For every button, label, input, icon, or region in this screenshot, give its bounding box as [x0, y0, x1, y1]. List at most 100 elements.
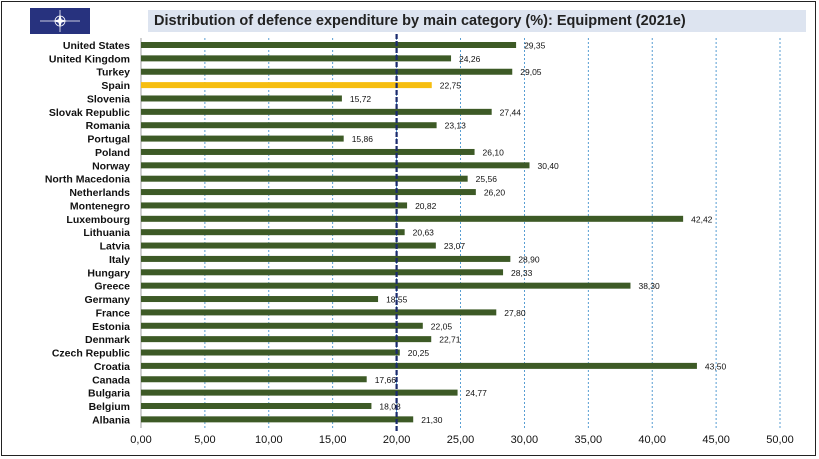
category-label: Bulgaria: [88, 388, 130, 400]
bar-united-states: [141, 42, 517, 48]
bar-portugal: [141, 135, 344, 142]
bar-romania: [141, 122, 437, 129]
category-label: Lithuania: [83, 227, 130, 239]
data-label: 21,30: [421, 415, 443, 425]
data-label: 29,05: [520, 67, 542, 77]
category-label: Turkey: [96, 67, 130, 79]
data-label: 30,40: [538, 161, 560, 171]
x-tick-label: 25,00: [447, 434, 475, 446]
data-label: 29,35: [524, 41, 546, 51]
x-tick-label: 0,00: [130, 434, 151, 446]
x-tick-label: 50,00: [766, 434, 794, 446]
data-label: 26,10: [483, 147, 505, 157]
data-label: 27,80: [504, 308, 526, 318]
bar-germany: [141, 296, 379, 303]
category-label: Poland: [95, 147, 130, 159]
category-label: Greece: [94, 281, 130, 293]
bar-luxembourg: [141, 215, 684, 222]
bar-north-macedonia: [141, 175, 468, 182]
bar-montenegro: [141, 202, 408, 209]
bar-netherlands: [141, 189, 476, 196]
bar-latvia: [141, 242, 436, 249]
bar-poland: [141, 148, 475, 155]
category-label: Italy: [109, 254, 130, 266]
bar-slovak-republic: [141, 108, 492, 115]
data-label: 22,75: [440, 81, 462, 91]
category-label: Czech Republic: [52, 348, 130, 360]
category-label: Latvia: [100, 241, 131, 253]
data-label: 17,66: [375, 375, 397, 385]
bar-canada: [141, 376, 367, 383]
bar-united-kingdom: [141, 55, 452, 62]
category-label: North Macedonia: [45, 174, 130, 186]
x-tick-label: 10,00: [255, 434, 283, 446]
bar-albania: [141, 416, 414, 423]
bar-hungary: [141, 269, 504, 276]
x-tick-label: 35,00: [575, 434, 603, 446]
category-label: Netherlands: [69, 187, 130, 199]
bar-greece: [141, 282, 631, 289]
data-label: 18,03: [379, 401, 401, 411]
data-label: 26,20: [484, 188, 506, 198]
category-label: Croatia: [94, 361, 130, 373]
bar-bulgaria: [141, 389, 458, 396]
category-label: Slovak Republic: [49, 107, 130, 119]
category-label: Slovenia: [87, 93, 130, 105]
data-label: 23,07: [444, 241, 466, 251]
data-label: 18,55: [386, 295, 408, 305]
bar-denmark: [141, 336, 432, 343]
category-label: Albania: [92, 414, 130, 426]
data-label: 20,25: [408, 348, 430, 358]
data-label: 28,33: [511, 268, 533, 278]
data-label: 23,13: [445, 121, 467, 131]
chart-title: Distribution of defence expenditure by m…: [148, 10, 806, 32]
category-label: Germany: [84, 294, 130, 306]
x-tick-label: 30,00: [511, 434, 539, 446]
category-label: Canada: [92, 374, 130, 386]
data-label: 43,50: [705, 361, 727, 371]
bar-belgium: [141, 402, 372, 409]
data-label: 15,72: [350, 94, 372, 104]
category-label: Estonia: [92, 321, 130, 333]
category-label: Montenegro: [70, 200, 130, 212]
data-label: 22,71: [439, 335, 461, 345]
data-label: 24,26: [459, 54, 481, 64]
category-label: United States: [63, 40, 130, 52]
data-label: 38,30: [638, 281, 660, 291]
x-tick-label: 40,00: [638, 434, 666, 446]
data-label: 27,44: [500, 107, 522, 117]
data-label: 42,42: [691, 214, 713, 224]
data-label: 25,56: [476, 174, 498, 184]
category-label: Luxembourg: [66, 214, 130, 226]
x-tick-label: 15,00: [319, 434, 347, 446]
category-label: France: [96, 307, 131, 319]
bar-spain: [141, 82, 432, 89]
category-label: Belgium: [89, 401, 130, 413]
data-label: 20,82: [415, 201, 437, 211]
x-tick-label: 20,00: [383, 434, 411, 446]
category-label: Portugal: [87, 134, 130, 146]
data-label: 20,63: [413, 228, 435, 238]
bar-slovenia: [141, 95, 342, 102]
bar-estonia: [141, 322, 423, 329]
category-label: Norway: [92, 160, 130, 172]
data-label: 22,05: [431, 321, 453, 331]
data-label: 15,86: [352, 134, 374, 144]
category-label: Romania: [86, 120, 131, 132]
x-tick-label: 5,00: [194, 434, 215, 446]
category-label: Denmark: [85, 334, 130, 346]
bar-norway: [141, 162, 530, 169]
x-tick-label: 45,00: [702, 434, 730, 446]
category-label: Spain: [101, 80, 130, 92]
category-label: United Kingdom: [49, 53, 130, 65]
data-label: 28,90: [518, 254, 540, 264]
bar-croatia: [141, 362, 697, 369]
compass-star-icon: [40, 10, 80, 32]
bar-czech-republic: [141, 349, 400, 356]
bar-italy: [141, 255, 511, 262]
nato-logo: [30, 8, 90, 34]
category-label: Hungary: [87, 267, 130, 279]
bar-france: [141, 309, 497, 316]
